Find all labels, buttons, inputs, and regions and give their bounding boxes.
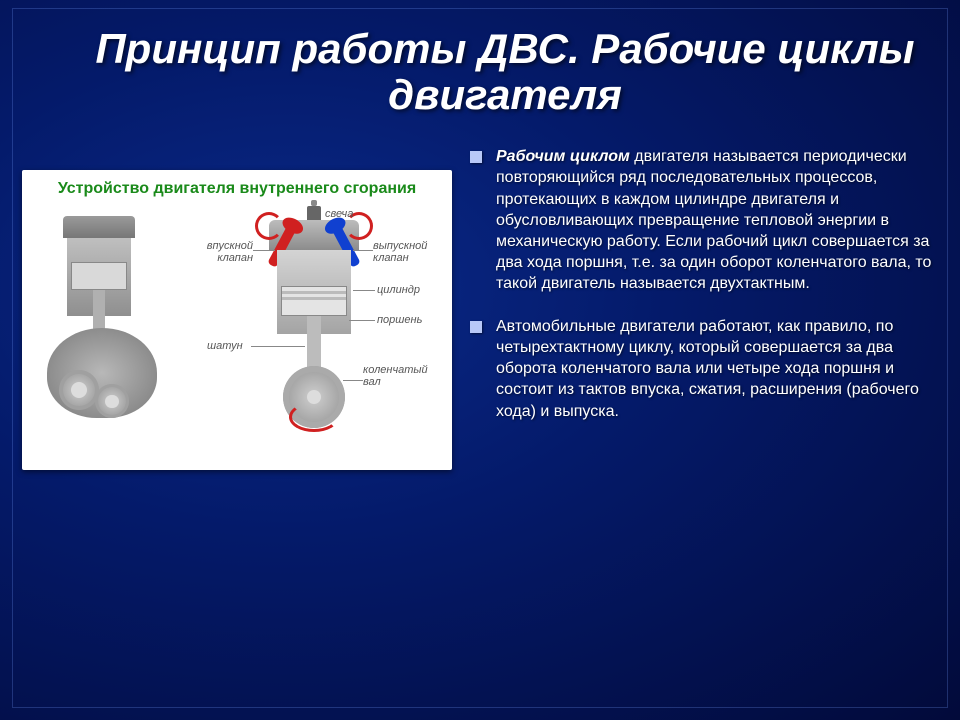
piston-icon bbox=[281, 286, 347, 316]
leader-line bbox=[353, 290, 375, 291]
cylinder-head-icon bbox=[63, 216, 135, 238]
label-cilindr: цилиндр bbox=[377, 284, 420, 296]
leader-line bbox=[343, 380, 363, 381]
leader-line bbox=[349, 320, 375, 321]
figure-caption: Устройство двигателя внутреннего сгорани… bbox=[30, 180, 444, 198]
rotation-arrow-icon bbox=[289, 402, 339, 432]
piston-icon bbox=[71, 262, 127, 290]
label-vpusk: впускной клапан bbox=[183, 240, 253, 264]
leader-line bbox=[253, 250, 275, 251]
label-porshen: поршень bbox=[377, 314, 422, 326]
engine-cutaway-left bbox=[37, 216, 167, 436]
label-kolval: коленчатый вал bbox=[363, 364, 437, 388]
label-shatun: шатун bbox=[207, 340, 243, 352]
label-vypusk: выпускной клапан bbox=[373, 240, 437, 264]
figure-body: свеча впускной клапан выпускной клапан ц… bbox=[30, 206, 444, 446]
leader-line bbox=[251, 346, 305, 347]
label-svecha: свеча bbox=[325, 208, 353, 220]
engine-schematic-right: свеча впускной клапан выпускной клапан ц… bbox=[177, 206, 437, 446]
engine-figure: Устройство двигателя внутреннего сгорани… bbox=[22, 170, 452, 470]
leader-line bbox=[353, 250, 373, 251]
